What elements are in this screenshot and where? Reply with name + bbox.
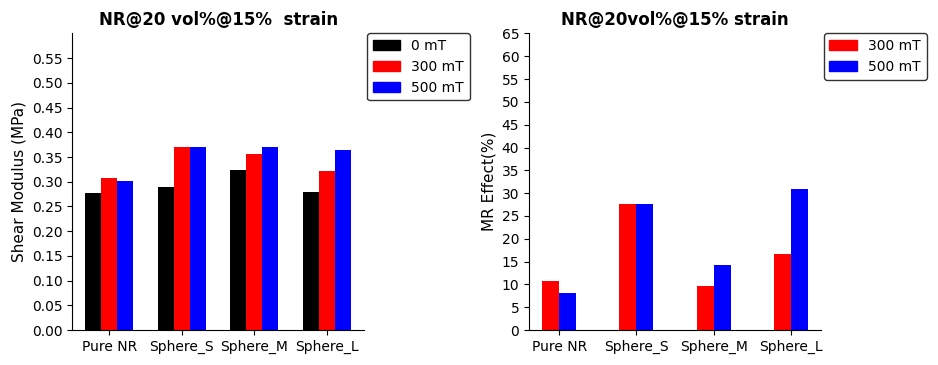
Bar <box>697 286 714 330</box>
Legend: 300 mT, 500 mT: 300 mT, 500 mT <box>824 34 927 80</box>
Bar <box>189 147 205 330</box>
Bar <box>174 147 189 330</box>
Legend: 0 mT, 300 mT, 500 mT: 0 mT, 300 mT, 500 mT <box>367 34 470 100</box>
Bar <box>636 204 654 330</box>
Bar <box>85 193 101 330</box>
Bar <box>158 187 174 330</box>
Bar <box>117 181 133 330</box>
Bar <box>303 192 319 330</box>
Title: NR@20vol%@15% strain: NR@20vol%@15% strain <box>561 11 789 29</box>
Y-axis label: MR Effect(%): MR Effect(%) <box>481 132 496 231</box>
Bar <box>542 281 559 330</box>
Bar <box>774 254 791 330</box>
Bar <box>335 150 351 330</box>
Bar <box>714 265 731 330</box>
Bar <box>101 178 117 330</box>
Bar <box>247 154 263 330</box>
Bar <box>619 204 636 330</box>
Bar <box>263 147 279 330</box>
Bar <box>791 189 808 330</box>
Bar <box>231 170 247 330</box>
Bar <box>319 171 335 330</box>
Title: NR@20 vol%@15%  strain: NR@20 vol%@15% strain <box>98 11 338 29</box>
Bar <box>559 293 576 330</box>
Y-axis label: Shear Modulus (MPa): Shear Modulus (MPa) <box>11 101 26 262</box>
